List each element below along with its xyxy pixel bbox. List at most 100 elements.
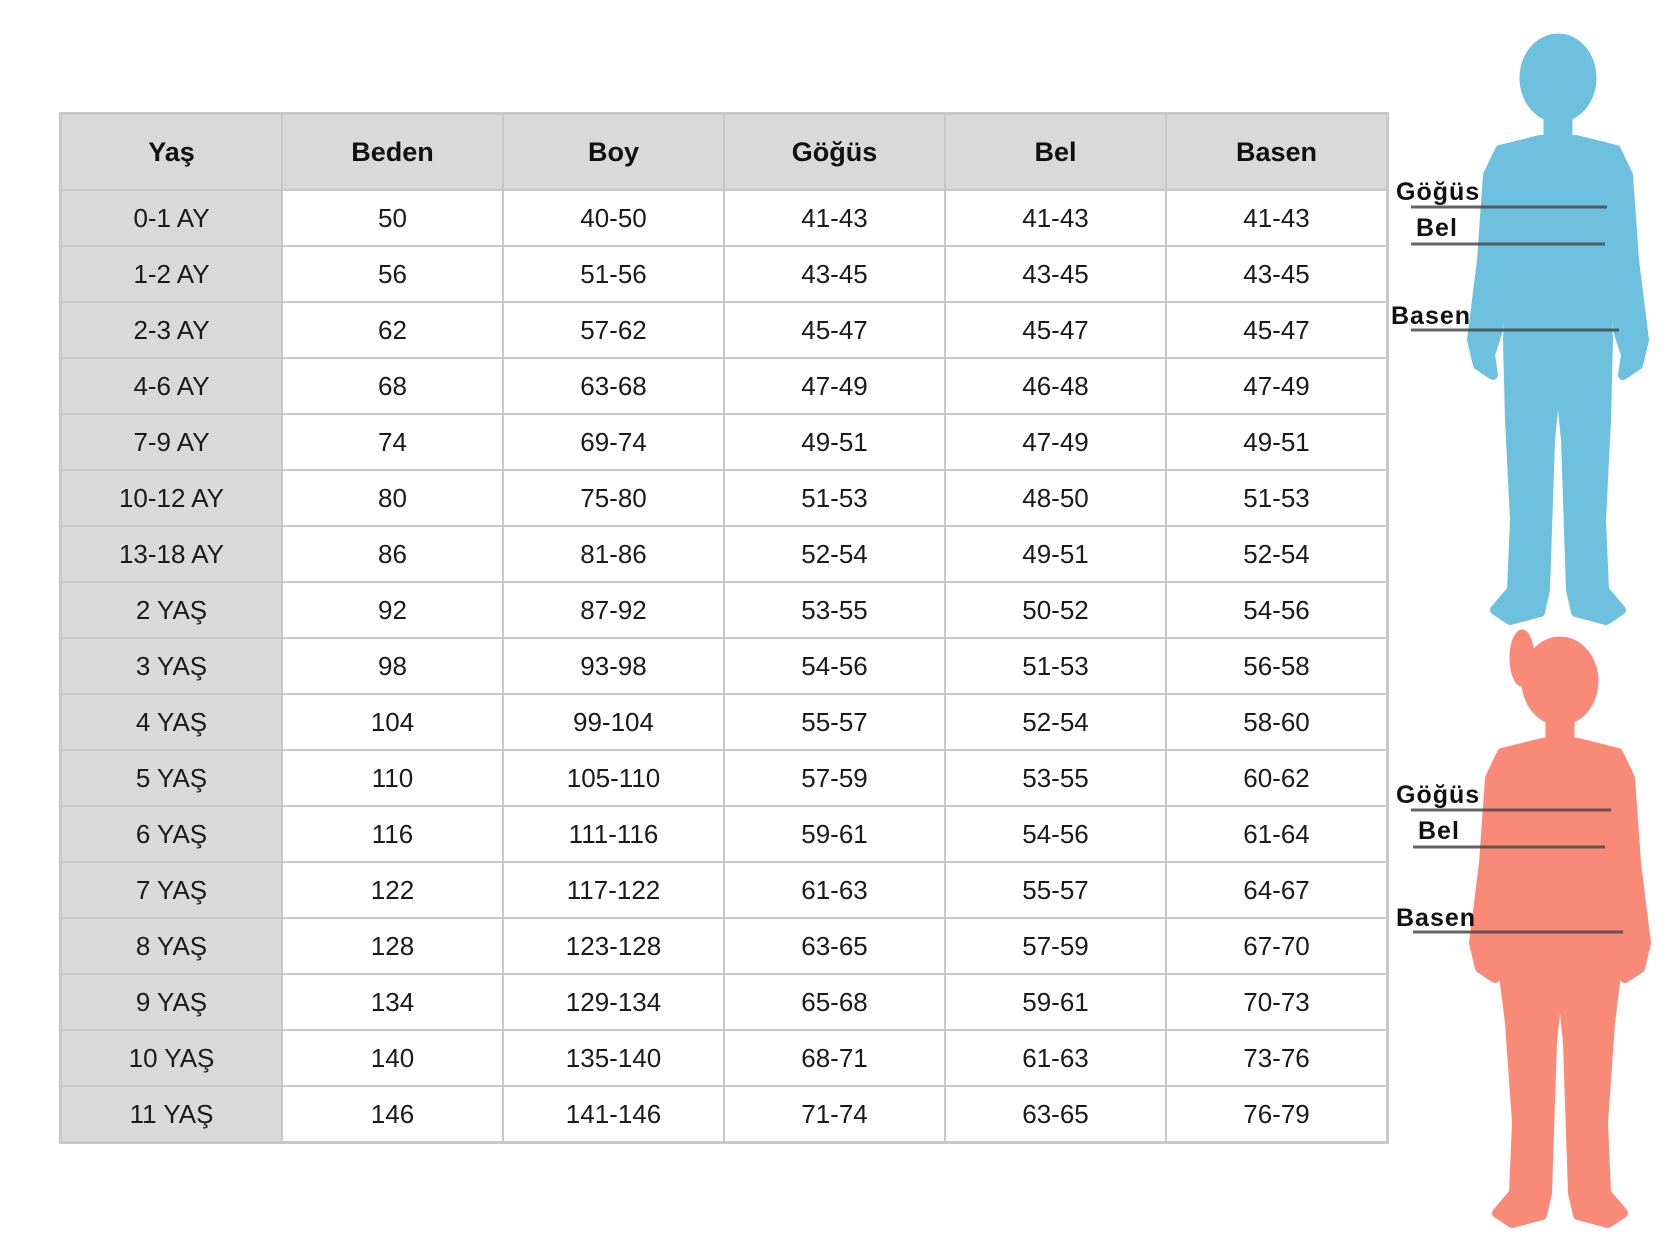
table-cell: 52-54	[723, 525, 946, 583]
table-cell: 40-50	[502, 189, 725, 247]
table-cell: 58-60	[1165, 693, 1389, 751]
column-header: Basen	[1165, 112, 1389, 191]
table-cell: 46-48	[944, 357, 1167, 415]
age-cell: 13-18 AY	[59, 525, 283, 583]
table-cell: 56-58	[1165, 637, 1389, 695]
table-cell: 141-146	[502, 1085, 725, 1144]
age-cell: 6 YAŞ	[59, 805, 283, 863]
table-cell: 59-61	[723, 805, 946, 863]
table-row: 2-3 AY 62 57-62 45-47 45-47 45-47	[59, 301, 1389, 359]
size-chart-table: Yaş Beden Boy Göğüs Bel Basen 0-1 AY 50 40-50 41…	[59, 112, 1389, 1144]
table-cell: 105-110	[502, 749, 725, 807]
table-cell: 134	[281, 973, 504, 1031]
table-cell: 47-49	[1165, 357, 1389, 415]
table-cell: 65-68	[723, 973, 946, 1031]
age-cell: 10-12 AY	[59, 469, 283, 527]
table-row: 0-1 AY 50 40-50 41-43 41-43 41-43	[59, 189, 1389, 247]
table-cell: 54-56	[944, 805, 1167, 863]
table-cell: 49-51	[944, 525, 1167, 583]
table-cell: 41-43	[944, 189, 1167, 247]
table-cell: 128	[281, 917, 504, 975]
table-cell: 45-47	[723, 301, 946, 359]
boy-figure	[1467, 33, 1649, 625]
table-cell: 69-74	[502, 413, 725, 471]
table-cell: 73-76	[1165, 1029, 1389, 1087]
boy-chest-label: Göğüs	[1396, 178, 1480, 206]
table-row: 8 YAŞ 128 123-128 63-65 57-59 67-70	[59, 917, 1389, 975]
table-row: 3 YAŞ 98 93-98 54-56 51-53 56-58	[59, 637, 1389, 695]
table-row: 2 YAŞ 92 87-92 53-55 50-52 54-56	[59, 581, 1389, 639]
table-row: 7-9 AY 74 69-74 49-51 47-49 49-51	[59, 413, 1389, 471]
table-cell: 41-43	[723, 189, 946, 247]
table-cell: 53-55	[723, 581, 946, 639]
table-cell: 68-71	[723, 1029, 946, 1087]
table-cell: 50-52	[944, 581, 1167, 639]
table-row: 10-12 AY 80 75-80 51-53 48-50 51-53	[59, 469, 1389, 527]
age-cell: 3 YAŞ	[59, 637, 283, 695]
girl-measure-lines	[1411, 808, 1623, 934]
table-cell: 55-57	[723, 693, 946, 751]
girl-head	[1521, 636, 1599, 726]
table-cell: 111-116	[502, 805, 725, 863]
table-cell: 87-92	[502, 581, 725, 639]
boy-head	[1519, 33, 1597, 123]
table-cell: 116	[281, 805, 504, 863]
table-cell: 59-61	[944, 973, 1167, 1031]
table-cell: 104	[281, 693, 504, 751]
header-row: Yaş Beden Boy Göğüs Bel Basen	[59, 112, 1389, 191]
table-cell: 51-56	[502, 245, 725, 303]
girl-hip-label: Basen	[1396, 904, 1476, 932]
table-cell: 140	[281, 1029, 504, 1087]
age-cell: 9 YAŞ	[59, 973, 283, 1031]
table-cell: 45-47	[1165, 301, 1389, 359]
table-row: 9 YAŞ 134 129-134 65-68 59-61 70-73	[59, 973, 1389, 1031]
table-cell: 63-65	[944, 1085, 1167, 1144]
age-cell: 4-6 AY	[59, 357, 283, 415]
table-cell: 99-104	[502, 693, 725, 751]
table-cell: 52-54	[944, 693, 1167, 751]
table-row: 13-18 AY 86 81-86 52-54 49-51 52-54	[59, 525, 1389, 583]
table-cell: 123-128	[502, 917, 725, 975]
table-cell: 67-70	[1165, 917, 1389, 975]
table-cell: 70-73	[1165, 973, 1389, 1031]
table-cell: 48-50	[944, 469, 1167, 527]
boy-body	[1467, 135, 1649, 625]
table-row: 5 YAŞ 110 105-110 57-59 53-55 60-62	[59, 749, 1389, 807]
table-cell: 57-59	[944, 917, 1167, 975]
table-row: 7 YAŞ 122 117-122 61-63 55-57 64-67	[59, 861, 1389, 919]
table-cell: 57-62	[502, 301, 725, 359]
table-cell: 60-62	[1165, 749, 1389, 807]
column-header: Göğüs	[723, 112, 946, 191]
table-cell: 51-53	[944, 637, 1167, 695]
table-cell: 135-140	[502, 1029, 725, 1087]
table-cell: 49-51	[723, 413, 946, 471]
age-cell: 2 YAŞ	[59, 581, 283, 639]
table-row: 4-6 AY 68 63-68 47-49 46-48 47-49	[59, 357, 1389, 415]
table-cell: 43-45	[723, 245, 946, 303]
table-cell: 92	[281, 581, 504, 639]
table-cell: 43-45	[944, 245, 1167, 303]
age-cell: 11 YAŞ	[59, 1085, 283, 1144]
age-cell: 5 YAŞ	[59, 749, 283, 807]
age-cell: 7-9 AY	[59, 413, 283, 471]
table-cell: 41-43	[1165, 189, 1389, 247]
table-cell: 50	[281, 189, 504, 247]
boy-waist-label: Bel	[1416, 214, 1458, 242]
table-cell: 47-49	[723, 357, 946, 415]
age-cell: 10 YAŞ	[59, 1029, 283, 1087]
table-cell: 53-55	[944, 749, 1167, 807]
table-cell: 122	[281, 861, 504, 919]
boy-hip-label: Basen	[1391, 302, 1471, 330]
age-cell: 2-3 AY	[59, 301, 283, 359]
table-cell: 129-134	[502, 973, 725, 1031]
girl-body	[1469, 738, 1651, 1228]
table-cell: 93-98	[502, 637, 725, 695]
boy-measure-lines	[1411, 205, 1619, 332]
column-header: Boy	[502, 112, 725, 191]
table-cell: 55-57	[944, 861, 1167, 919]
table-cell: 49-51	[1165, 413, 1389, 471]
table-cell: 74	[281, 413, 504, 471]
column-header: Beden	[281, 112, 504, 191]
age-cell: 0-1 AY	[59, 189, 283, 247]
